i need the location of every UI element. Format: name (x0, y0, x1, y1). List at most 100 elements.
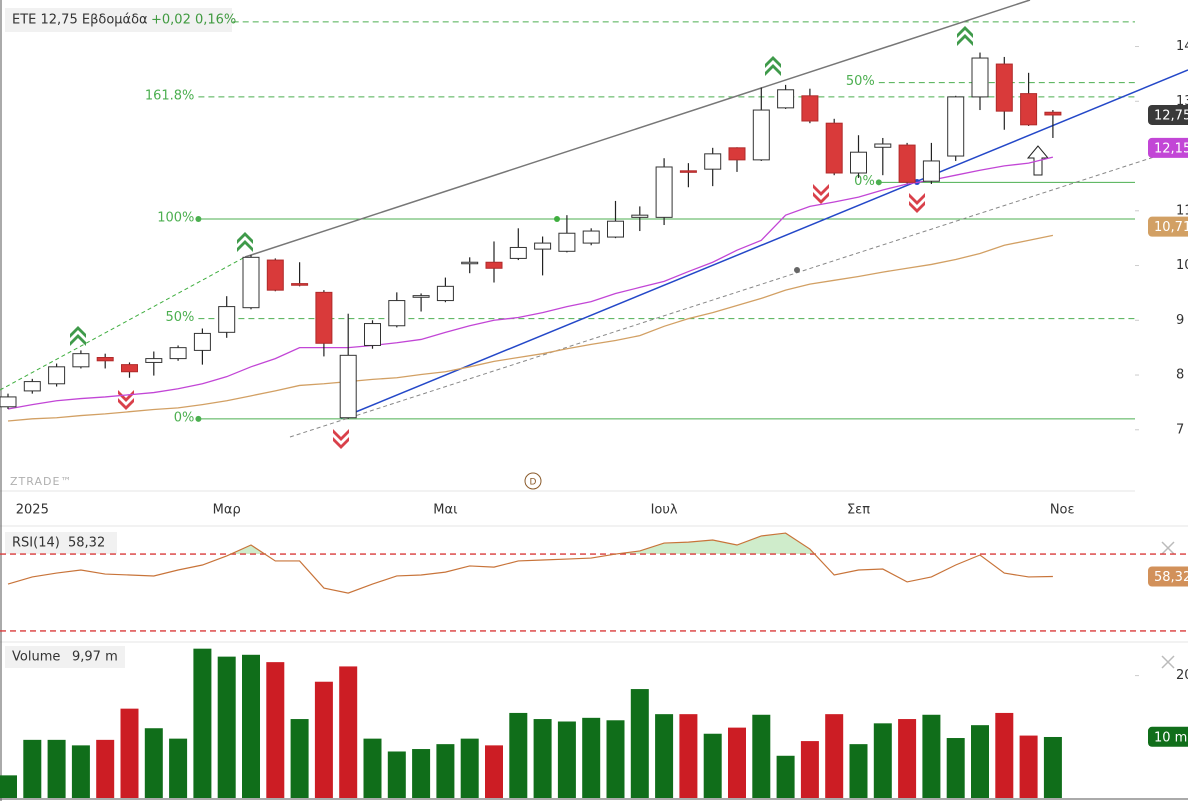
candle-body (874, 143, 892, 148)
x-tick-label: Μαι (433, 503, 457, 518)
volume-bar (266, 662, 285, 798)
candle-body (1020, 93, 1038, 126)
buy-signal (957, 26, 973, 46)
candle-body (995, 63, 1013, 112)
volume-bar (120, 708, 139, 798)
volume-bar (460, 738, 479, 798)
candle-body (679, 170, 697, 173)
header-box (5, 8, 232, 32)
volume-bar (946, 738, 965, 798)
candle-body (96, 357, 114, 362)
anchor-dot (794, 267, 800, 273)
candle-body (23, 381, 41, 392)
buy-signal (765, 56, 781, 76)
candle-body (193, 332, 211, 351)
candle-body (728, 147, 746, 161)
volume-bar (679, 714, 698, 798)
candle-body (947, 96, 965, 157)
x-tick-label: 2025 (16, 503, 49, 518)
volume-bar (800, 741, 819, 798)
price-tag-label: 10,71 (1154, 220, 1188, 235)
volume-bar (509, 712, 528, 798)
candle-body (48, 366, 66, 385)
candle-body (145, 358, 163, 363)
candle-body (121, 364, 138, 373)
candle-body (169, 347, 187, 360)
sell-signal (813, 184, 829, 204)
sell-signal (333, 429, 349, 449)
candle-body (655, 166, 673, 218)
candle-body (388, 300, 406, 327)
level-label: 100% (157, 210, 194, 225)
volume-bar (922, 714, 941, 798)
y-tick-label: 9 (1176, 313, 1184, 328)
event-icon-letter: D (530, 478, 537, 488)
volume-bar (582, 717, 601, 798)
volume-bar (339, 666, 358, 798)
level-dot (875, 179, 882, 186)
price-tag-label: 12,75 (1154, 108, 1188, 123)
volume-bar (242, 654, 260, 798)
volume-bar (557, 721, 576, 798)
candle-body (315, 291, 333, 344)
legend-label: Volume (12, 650, 60, 665)
trend-line (289, 145, 1188, 438)
candle-body (898, 144, 916, 183)
candle-body (534, 242, 552, 250)
close-icon[interactable] (1161, 655, 1175, 669)
volume-bar (144, 728, 163, 798)
volume-bar (1043, 736, 1062, 798)
candle-body (509, 246, 527, 259)
legend-label: RSI(14) (12, 536, 60, 551)
buy-signal (70, 326, 86, 346)
sell-signal (909, 193, 925, 213)
volume-bar (849, 744, 868, 798)
y-tick-label: 14 (1176, 39, 1188, 54)
candle-body (436, 285, 454, 302)
y-tick-label: 7 (1176, 422, 1184, 437)
candle-body (582, 230, 600, 244)
volume-bar (23, 739, 42, 798)
y-tick-label: 10 (1176, 258, 1188, 273)
candle-body (485, 261, 503, 269)
candle-body (266, 259, 284, 291)
header-value: 9,97 m (72, 650, 118, 665)
candle-body (72, 353, 90, 368)
price-tag (1148, 104, 1188, 125)
trend-line (244, 0, 1031, 258)
x-tick-label: Νοε (1050, 503, 1075, 518)
trend-line (340, 69, 1188, 419)
volume-bar (412, 749, 431, 798)
volume-bar (703, 733, 722, 798)
header-box (5, 532, 117, 554)
x-tick-label: Σεπ (847, 503, 870, 518)
price-tag (1148, 216, 1188, 237)
volume-bar (387, 751, 406, 798)
header-value: 58,32 (68, 536, 105, 551)
volume-bar (71, 745, 90, 798)
volume-bar (606, 720, 625, 798)
candle-body (218, 306, 236, 333)
y-tick-label: 8 (1176, 368, 1184, 383)
volume-bar (630, 689, 649, 798)
price-change: +0,02 0,16% (151, 13, 236, 28)
trend-line (0, 256, 246, 391)
volume-bar (0, 775, 17, 798)
buy-signal (237, 232, 253, 252)
close-icon[interactable] (1161, 541, 1175, 555)
event-icon[interactable] (524, 472, 542, 490)
watermark: ZTRADE™ (10, 475, 72, 488)
drawing-tools (0, 0, 1188, 438)
candle-body (1044, 111, 1062, 116)
x-tick-label: Μαρ (213, 503, 241, 518)
price-tag (1148, 137, 1188, 158)
level-dot (195, 415, 202, 422)
volume-bar (314, 681, 333, 798)
candle-body (242, 256, 260, 309)
level-label: 50% (165, 310, 194, 325)
volume-bar (752, 714, 771, 798)
candle-body (291, 283, 309, 286)
